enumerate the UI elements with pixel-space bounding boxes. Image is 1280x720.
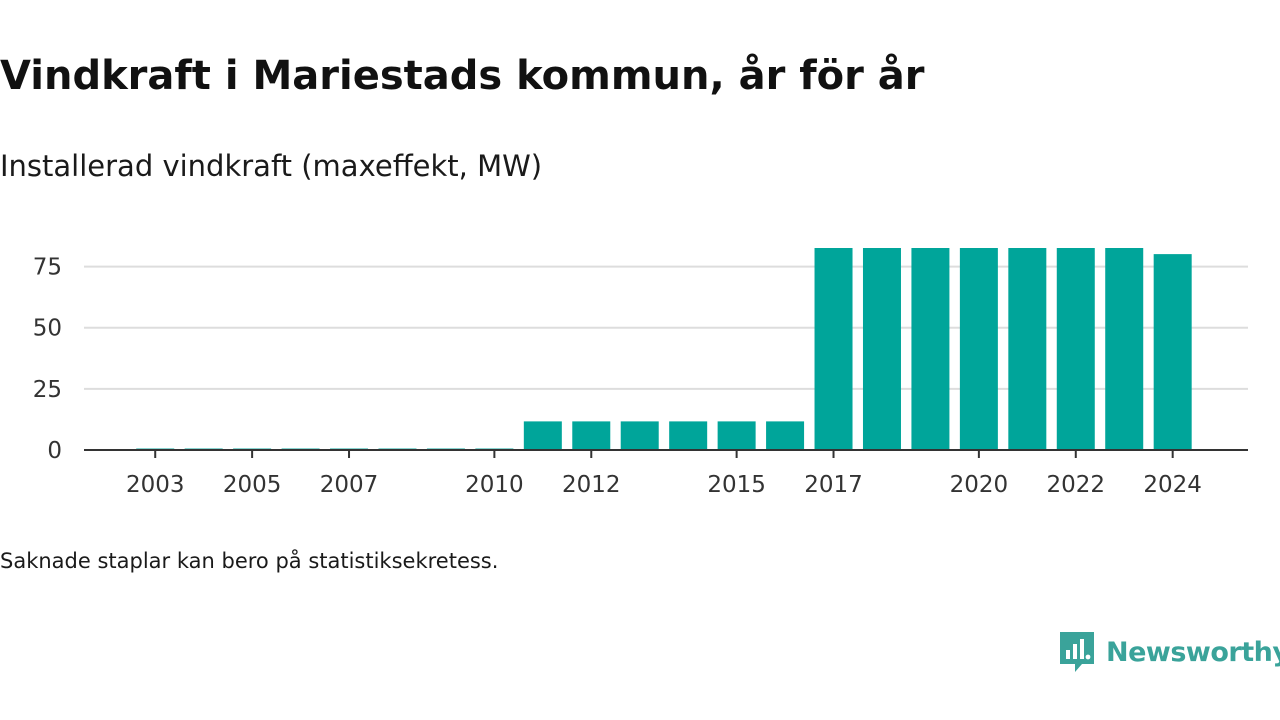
chart-subtitle: Installerad vindkraft (maxeffekt, MW) [0,149,543,183]
bar-2011[interactable] [523,421,562,450]
y-tick-label: 75 [33,255,62,281]
x-axis-ticks: 2003 2005 2007 2010 2012 2015 2017 2020 2022 2024 [126,450,1202,498]
bar-2022[interactable] [1056,248,1095,450]
bar-2012[interactable] [572,421,611,450]
x-tick-label: 2003 [126,472,185,498]
y-tick-label: 50 [33,316,62,342]
x-tick-label: 2024 [1143,472,1202,498]
x-tick-label: 2020 [950,472,1009,498]
y-tick-label: 0 [47,438,62,464]
bar-chart: 0 25 50 75 2003 2005 2007 2010 2012 2015 2017 2020… [33,248,1248,498]
x-tick-label: 2022 [1047,472,1106,498]
footnote: Saknade staplar kan bero på statistiksek… [0,549,499,573]
bar-2018[interactable] [862,248,901,450]
x-tick-label: 2017 [804,472,863,498]
gridlines [84,265,1248,390]
x-tick-label: 2010 [465,472,524,498]
bars [136,248,1192,450]
newsworthy-logo-icon [1060,632,1094,672]
bar-2017[interactable] [814,248,853,450]
x-tick-label: 2015 [707,472,766,498]
x-tick-label: 2007 [320,472,379,498]
bar-2020[interactable] [959,248,998,450]
bar-2023[interactable] [1105,248,1144,450]
x-tick-label: 2005 [223,472,282,498]
bar-2021[interactable] [1008,248,1047,450]
bar-2014[interactable] [669,421,708,450]
y-axis-ticks: 0 25 50 75 [33,255,62,464]
bar-2013[interactable] [620,421,659,450]
bar-2024[interactable] [1153,254,1192,450]
bar-2019[interactable] [911,248,950,450]
brand-logo[interactable]: Newsworthy [1058,629,1280,675]
bar-2015[interactable] [717,421,756,450]
bar-2016[interactable] [766,421,805,450]
brand-name: Newsworthy [1106,636,1280,668]
x-tick-label: 2012 [562,472,621,498]
y-tick-label: 25 [33,377,62,403]
chart-title: Vindkraft i Mariestads kommun, år för år [0,53,925,99]
